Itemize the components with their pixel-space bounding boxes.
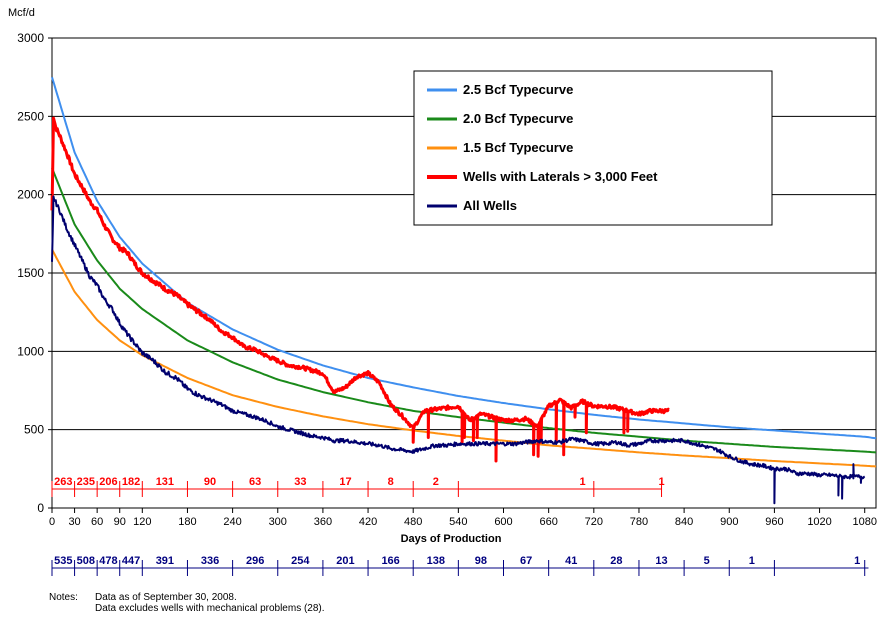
all-wells-count-label-4: 391 <box>156 555 174 567</box>
all-wells-count-label-0: 535 <box>54 555 72 567</box>
notes-line-2: Data excludes wells with mechanical prob… <box>95 603 325 614</box>
y-tick-label-1500: 1500 <box>17 266 44 280</box>
all-wells-count-label-10: 138 <box>427 555 445 567</box>
lateral-count-label-1: 235 <box>77 476 95 488</box>
all-wells-count-label-13: 41 <box>565 555 577 567</box>
all-wells-count-label-14: 28 <box>610 555 622 567</box>
x-tick-label-420: 420 <box>359 516 377 528</box>
x-tick-label-0: 0 <box>49 516 55 528</box>
y-tick-label-2500: 2500 <box>17 109 44 123</box>
x-tick-label-720: 720 <box>585 516 603 528</box>
x-tick-label-660: 660 <box>539 516 557 528</box>
y-tick-label-1000: 1000 <box>17 344 44 358</box>
legend-label-0: 2.5 Bcf Typecurve <box>463 82 573 97</box>
x-tick-label-180: 180 <box>178 516 196 528</box>
x-tick-label-30: 30 <box>68 516 80 528</box>
all-wells-count-label-9: 166 <box>381 555 399 567</box>
lateral-count-label-9: 8 <box>388 476 394 488</box>
all-wells-count-label-8: 201 <box>336 555 354 567</box>
all-wells-count-label-5: 336 <box>201 555 219 567</box>
all-wells-count-label-18: 1 <box>854 555 860 567</box>
lateral-count-label-4: 131 <box>156 476 174 488</box>
all-wells-count-label-2: 478 <box>99 555 117 567</box>
y-tick-label-2000: 2000 <box>17 188 44 202</box>
all-wells-count-label-3: 447 <box>122 555 140 567</box>
x-tick-label-480: 480 <box>404 516 422 528</box>
y-tick-label-0: 0 <box>37 501 44 515</box>
all-wells-count-label-16: 5 <box>704 555 710 567</box>
x-tick-label-120: 120 <box>133 516 151 528</box>
series-line-3 <box>50 116 670 463</box>
all-wells-count-label-15: 13 <box>655 555 667 567</box>
x-tick-label-90: 90 <box>114 516 126 528</box>
lateral-count-label-5: 90 <box>204 476 216 488</box>
lateral-count-label-2: 206 <box>99 476 117 488</box>
x-tick-label-1020: 1020 <box>807 516 831 528</box>
x-tick-label-60: 60 <box>91 516 103 528</box>
legend: 2.5 Bcf Typecurve 2.0 Bcf Typecurve 1.5 Bc… <box>413 70 773 226</box>
x-tick-label-1080: 1080 <box>852 516 876 528</box>
all-wells-count-label-17: 1 <box>749 555 755 567</box>
x-tick-label-960: 960 <box>765 516 783 528</box>
x-tick-label-540: 540 <box>449 516 467 528</box>
x-axis-title: Days of Production <box>401 533 502 545</box>
x-tick-label-240: 240 <box>223 516 241 528</box>
x-tick-label-900: 900 <box>720 516 738 528</box>
lateral-count-label-12: 1 <box>658 476 664 488</box>
x-tick-label-360: 360 <box>314 516 332 528</box>
lateral-count-label-11: 1 <box>579 476 585 488</box>
notes-label: Notes: <box>49 592 78 603</box>
all-wells-count-label-12: 67 <box>520 555 532 567</box>
series-line-4 <box>51 195 866 505</box>
lateral-count-label-7: 33 <box>294 476 306 488</box>
all-wells-count-label-7: 254 <box>291 555 310 567</box>
all-wells-count-label-1: 508 <box>77 555 95 567</box>
lateral-count-label-6: 63 <box>249 476 261 488</box>
legend-label-3: Wells with Laterals > 3,000 Feet <box>463 169 658 184</box>
x-tick-label-840: 840 <box>675 516 693 528</box>
all-wells-count-label-6: 296 <box>246 555 264 567</box>
x-tick-label-300: 300 <box>269 516 287 528</box>
lateral-count-label-10: 2 <box>433 476 439 488</box>
y-tick-label-500: 500 <box>24 423 44 437</box>
y-unit-label: Mcf/d <box>8 7 35 19</box>
x-tick-label-600: 600 <box>494 516 512 528</box>
legend-label-2: 1.5 Bcf Typecurve <box>463 140 573 155</box>
lateral-count-label-8: 17 <box>339 476 351 488</box>
legend-label-1: 2.0 Bcf Typecurve <box>463 111 573 126</box>
x-tick-label-780: 780 <box>630 516 648 528</box>
all-wells-count-label-11: 98 <box>475 555 487 567</box>
series-lines <box>50 76 877 505</box>
y-tick-label-3000: 3000 <box>17 31 44 45</box>
notes-line-1: Data as of September 30, 2008. <box>95 592 237 603</box>
axes: 0 500 1000 1500 2000 2500 3000 0 30 60 90 120 180 240… <box>17 31 877 528</box>
lateral-count-label-3: 182 <box>122 476 140 488</box>
legend-box <box>413 70 773 226</box>
lateral-count-label-0: 263 <box>54 476 72 488</box>
legend-label-4: All Wells <box>463 198 517 213</box>
